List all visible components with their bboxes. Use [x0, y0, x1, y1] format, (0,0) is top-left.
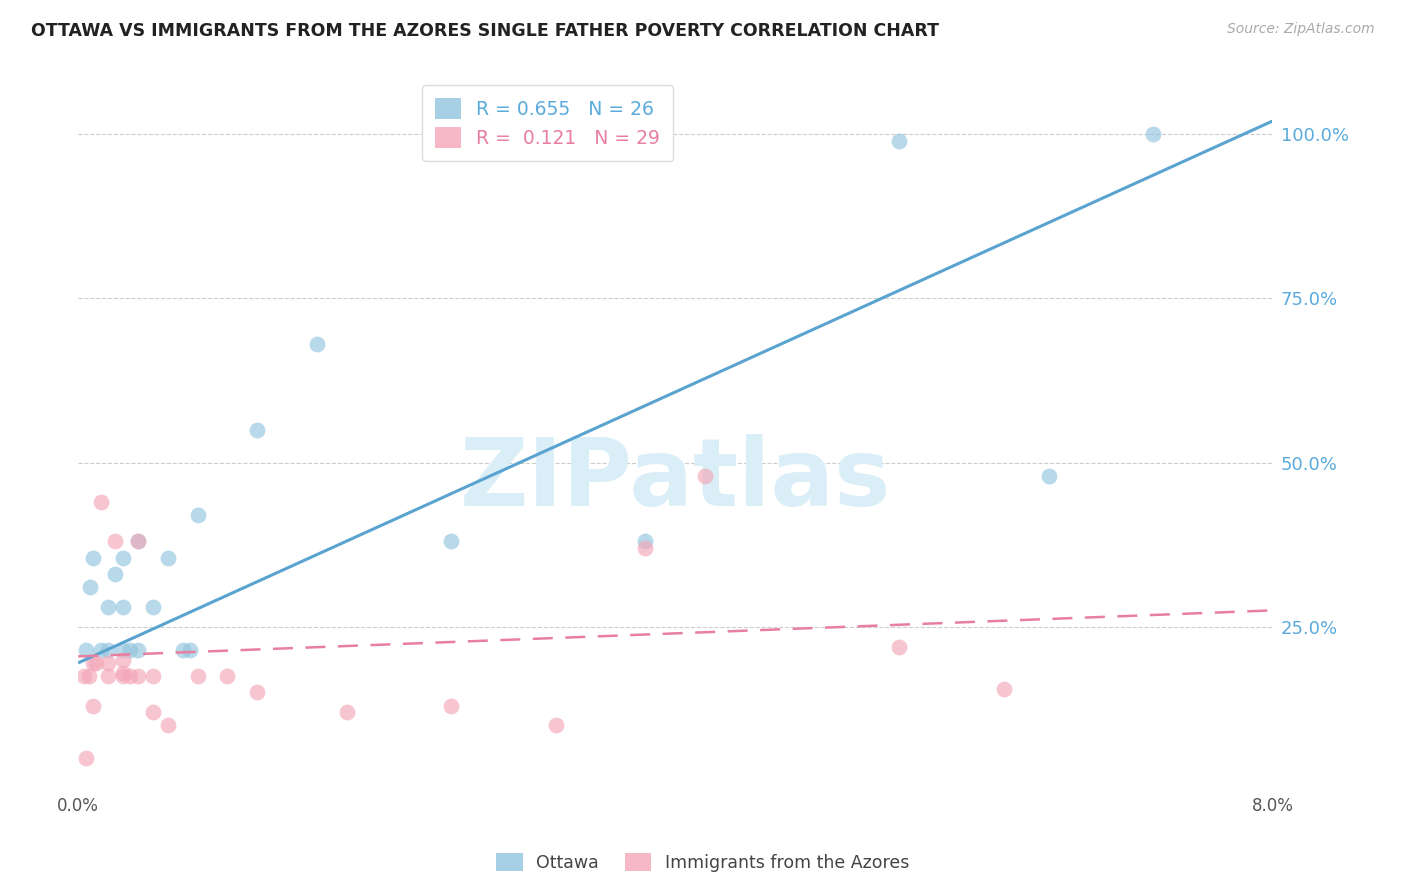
Point — [111, 653, 134, 667]
Point — [97, 669, 120, 683]
Point — [111, 600, 134, 615]
Point — [111, 642, 134, 657]
Point — [97, 656, 120, 670]
Point — [111, 669, 134, 683]
Point — [127, 534, 149, 549]
Point — [305, 337, 328, 351]
Point — [156, 718, 179, 732]
Point — [336, 705, 359, 719]
Legend: Ottawa, Immigrants from the Azores: Ottawa, Immigrants from the Azores — [489, 847, 917, 879]
Point — [695, 468, 717, 483]
Point — [97, 600, 120, 615]
Point — [73, 669, 96, 683]
Point — [104, 567, 127, 582]
Point — [142, 705, 165, 719]
Point — [889, 640, 911, 654]
Legend: R = 0.655   N = 26, R =  0.121   N = 29: R = 0.655 N = 26, R = 0.121 N = 29 — [422, 85, 673, 161]
Point — [111, 550, 134, 565]
Point — [104, 534, 127, 549]
Point — [97, 642, 120, 657]
Point — [889, 134, 911, 148]
Text: ZIPatlas: ZIPatlas — [460, 434, 891, 526]
Point — [246, 685, 269, 699]
Point — [89, 642, 111, 657]
Point — [84, 656, 107, 670]
Point — [75, 751, 97, 765]
Point — [187, 669, 209, 683]
Point — [440, 698, 463, 713]
Point — [1038, 468, 1060, 483]
Point — [89, 495, 111, 509]
Point — [246, 423, 269, 437]
Point — [634, 541, 657, 555]
Point — [82, 550, 104, 565]
Point — [142, 669, 165, 683]
Point — [75, 642, 97, 657]
Point — [993, 682, 1015, 697]
Point — [127, 534, 149, 549]
Point — [187, 508, 209, 523]
Point — [77, 669, 100, 683]
Point — [142, 600, 165, 615]
Point — [440, 534, 463, 549]
Point — [79, 581, 101, 595]
Point — [127, 642, 149, 657]
Point — [120, 669, 142, 683]
Point — [127, 669, 149, 683]
Point — [544, 718, 567, 732]
Point — [111, 665, 134, 680]
Point — [217, 669, 239, 683]
Point — [179, 642, 201, 657]
Point — [1142, 127, 1164, 141]
Point — [82, 656, 104, 670]
Point — [634, 534, 657, 549]
Point — [156, 550, 179, 565]
Point — [120, 642, 142, 657]
Point — [82, 698, 104, 713]
Point — [172, 642, 194, 657]
Text: OTTAWA VS IMMIGRANTS FROM THE AZORES SINGLE FATHER POVERTY CORRELATION CHART: OTTAWA VS IMMIGRANTS FROM THE AZORES SIN… — [31, 22, 939, 40]
Text: Source: ZipAtlas.com: Source: ZipAtlas.com — [1227, 22, 1375, 37]
